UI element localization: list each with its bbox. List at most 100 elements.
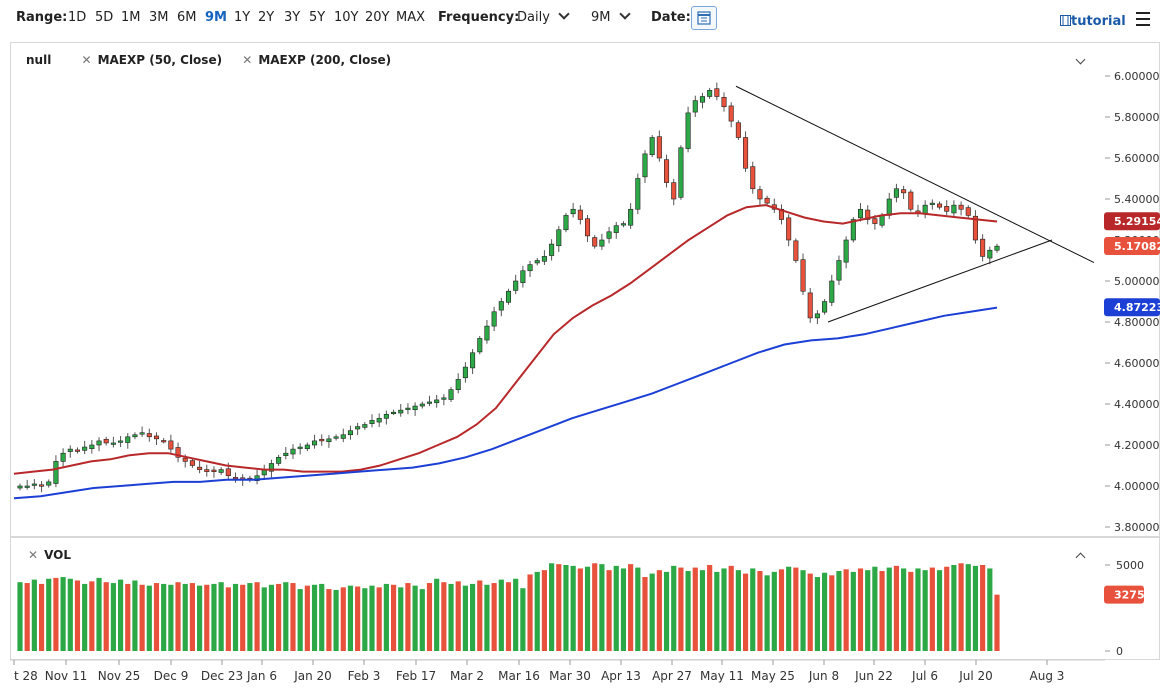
range-20y[interactable]: 20Y [365,10,390,25]
candle-body [204,469,210,472]
candle-body [793,240,799,261]
remove-volume-icon[interactable]: ✕ [28,548,39,562]
range-2y[interactable]: 2Y [258,10,275,25]
x-tick-label: Dec 23 [201,669,243,683]
calendar-button[interactable] [691,6,717,30]
range-1m[interactable]: 1M [121,10,141,25]
candle-body [707,90,713,97]
candle-body [74,449,80,452]
x-tick-label: Jan 20 [293,669,332,683]
volume-bar [549,563,555,651]
volume-bar [922,570,928,651]
volume-bar [556,564,562,651]
x-tick-label: Mar 30 [549,669,591,683]
volume-bar [132,580,138,651]
volume-bar [807,573,813,651]
range-10y[interactable]: 10Y [334,10,359,25]
last-price-label: 5.17082 [1114,240,1160,253]
volume-bar [965,564,971,651]
volume-bar [620,568,627,651]
candle-body [620,223,626,226]
candle-body [843,239,849,263]
candle-body [728,105,734,122]
candle-body [153,435,160,440]
candle-body [656,136,662,159]
candle-body [484,325,490,341]
volume-bar [355,586,361,651]
x-tick-label: Feb 3 [348,669,381,683]
candle-body [319,438,325,442]
volume-bar [879,571,885,651]
volume-bar [197,585,203,651]
x-tick-label: Apr 27 [652,669,692,683]
volume-bar [218,582,224,651]
volume-bar [74,580,81,651]
candle-body [685,112,691,149]
candle-body [412,405,418,411]
volume-bar [333,589,339,651]
range-max[interactable]: MAX [396,10,426,25]
volume-bar [721,568,727,651]
candle-body [67,448,73,452]
menu-icon[interactable] [1136,12,1150,30]
volume-bar [592,563,598,651]
candle-body [721,97,727,108]
volume-tick-label: 5000 [1116,559,1144,572]
volume-bar [204,584,210,651]
candle-body [225,468,231,477]
candle-body [110,442,116,445]
candle-body [570,208,576,215]
candle-body [405,407,411,410]
y-tick-label: 4.20000 [1114,439,1160,452]
volume-bar [778,569,785,651]
volume-bar [656,570,662,651]
x-tick-label: Feb 17 [396,669,436,683]
x-tick-label: Aug 3 [1030,669,1065,683]
candle-body [125,436,131,443]
x-tick-label: t 28 [14,669,38,683]
candle-body [455,379,461,390]
period-dropdown[interactable]: 9M [591,8,631,25]
frequency-dropdown[interactable]: Daily [517,8,570,25]
volume-bar [714,571,720,651]
volume-bar [168,584,174,651]
range-9m[interactable]: 9M [205,10,227,25]
candle-body [441,397,447,400]
volume-bar [376,587,382,651]
candle-body [53,461,59,484]
candle-body [189,460,195,466]
ma200-legend: MAEXP (200, Close) [258,53,392,67]
volume-bar [822,572,828,651]
candle-body [376,418,382,423]
volume-legend: ✕ VOL [28,548,71,562]
candle-body [132,434,138,438]
range-1y[interactable]: 1Y [234,10,251,25]
remove-ma200-icon[interactable]: ✕ [242,53,253,67]
volume-bar [750,568,756,651]
range-3m[interactable]: 3M [149,10,169,25]
volume-bar [283,582,289,651]
volume-bar [663,571,670,651]
range-5d[interactable]: 5D [95,10,114,25]
volume-bar [117,579,124,651]
remove-ma50-icon[interactable]: ✕ [81,53,92,67]
candle-body [958,204,964,210]
volume-bar [498,579,504,651]
range-1d[interactable]: 1D [68,10,87,25]
volume-tick-label: 0 [1116,645,1123,658]
range-3y[interactable]: 3Y [284,10,301,25]
volume-bar [707,565,713,651]
candle-body [836,260,842,281]
range-6m[interactable]: 6M [177,10,197,25]
candle-body [556,229,562,247]
y-tick-label: 4.40000 [1114,398,1160,411]
candle-body [24,485,30,488]
candle-body [96,440,102,446]
volume-bar [800,570,806,651]
period-value: 9M [591,10,611,25]
candle-body [649,137,655,156]
volume-bar [671,565,677,651]
tutorial-link[interactable]: tutorial [1060,14,1126,29]
range-5y[interactable]: 5Y [309,10,326,25]
